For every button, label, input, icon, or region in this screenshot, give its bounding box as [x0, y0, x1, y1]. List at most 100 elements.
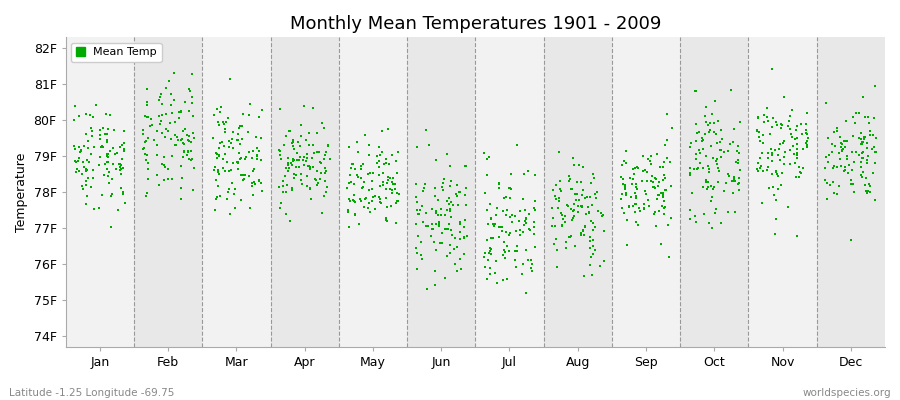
Point	[234, 172, 248, 178]
Point	[517, 222, 531, 228]
Point	[789, 122, 804, 129]
Point	[657, 210, 671, 217]
Point	[835, 147, 850, 153]
Point	[701, 165, 716, 172]
Point	[777, 160, 791, 167]
Point	[297, 103, 311, 110]
Point	[151, 97, 166, 104]
Point	[388, 186, 402, 192]
Point	[348, 212, 363, 218]
Point	[410, 206, 425, 213]
Point	[341, 224, 356, 231]
Point	[596, 211, 610, 218]
Point	[364, 178, 379, 184]
Point	[699, 179, 714, 185]
Point	[569, 197, 583, 204]
Point	[410, 144, 425, 151]
Point	[322, 156, 337, 162]
Point	[546, 186, 561, 193]
Point	[769, 216, 783, 222]
Point	[281, 162, 295, 168]
Point	[648, 209, 662, 215]
Point	[301, 163, 315, 169]
Point	[682, 170, 697, 176]
Point	[586, 237, 600, 244]
Point	[142, 123, 157, 129]
Point	[368, 206, 382, 213]
Point	[642, 202, 656, 209]
Point	[860, 140, 874, 146]
Point	[839, 118, 853, 124]
Point	[492, 224, 507, 230]
Point	[715, 136, 729, 143]
Point	[357, 179, 372, 185]
Point	[357, 196, 372, 202]
Point	[176, 140, 191, 146]
Point	[442, 200, 456, 207]
Point	[275, 189, 290, 195]
Point	[373, 152, 387, 158]
Point	[315, 210, 329, 217]
Point	[174, 108, 188, 115]
Point	[706, 186, 721, 192]
Point	[378, 215, 392, 222]
Point	[233, 123, 248, 130]
Point	[706, 120, 721, 127]
Point	[223, 75, 238, 82]
Point	[379, 186, 393, 192]
Point	[178, 99, 193, 105]
Point	[379, 156, 393, 162]
Point	[102, 180, 116, 187]
Point	[830, 190, 844, 197]
Point	[637, 167, 652, 173]
Point	[213, 104, 228, 110]
Point	[111, 207, 125, 213]
Point	[310, 130, 324, 136]
Point	[620, 242, 634, 248]
Point	[389, 158, 403, 164]
Point	[652, 208, 666, 214]
Point	[354, 162, 368, 169]
Point	[279, 165, 293, 172]
Point	[760, 164, 775, 171]
Point	[216, 165, 230, 171]
Point	[752, 138, 767, 144]
Point	[389, 220, 403, 226]
Point	[164, 136, 178, 143]
Point	[354, 198, 368, 204]
Point	[170, 134, 184, 140]
Bar	[749, 37, 816, 347]
Point	[368, 192, 382, 199]
Point	[375, 169, 390, 176]
Point	[789, 233, 804, 239]
Point	[636, 168, 651, 174]
Point	[149, 152, 164, 158]
Point	[824, 141, 839, 148]
Point	[689, 218, 704, 225]
Point	[299, 137, 313, 143]
Point	[391, 198, 405, 205]
Point	[788, 160, 803, 166]
Point	[425, 226, 439, 232]
Point	[414, 203, 428, 210]
Point	[626, 175, 640, 182]
Point	[207, 166, 221, 173]
Point	[113, 166, 128, 172]
Point	[285, 143, 300, 150]
Point	[840, 153, 854, 160]
Point	[107, 127, 122, 133]
Point	[770, 171, 784, 178]
Point	[158, 162, 172, 168]
Point	[373, 143, 387, 150]
Point	[92, 205, 106, 211]
Point	[412, 210, 427, 217]
Point	[765, 66, 779, 73]
Point	[789, 127, 804, 134]
Point	[846, 133, 860, 140]
Point	[94, 153, 108, 160]
Point	[626, 203, 640, 209]
Point	[81, 145, 95, 151]
Point	[849, 149, 863, 155]
Point	[373, 199, 387, 205]
Point	[233, 156, 248, 162]
